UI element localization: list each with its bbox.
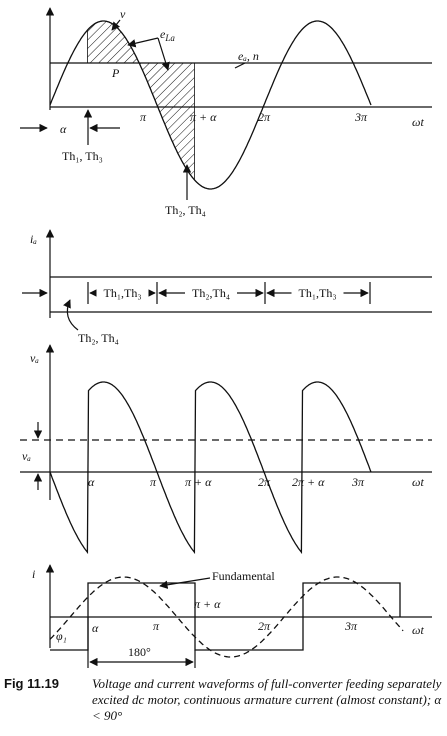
label: eₐ, n: [238, 49, 259, 63]
label: 2π: [258, 110, 271, 124]
label: Th₁,Th₃: [298, 286, 336, 300]
label-bg: [291, 286, 344, 300]
label-bg: [185, 286, 237, 300]
label: e: [160, 27, 166, 41]
label: Th₂, Th₄: [165, 203, 206, 217]
arrow: [234, 62, 246, 69]
label: 2π + α: [292, 475, 325, 489]
label: α: [60, 122, 67, 136]
hatched-area: [87, 20, 195, 181]
label: 3π: [344, 619, 358, 633]
supply-voltage: [49, 20, 372, 190]
label: Fundamental: [212, 569, 275, 583]
label: π + α: [185, 475, 212, 489]
diagram: Th₁,Th₃ Th₂,Th₄ Th₁,Th₃ v eLa eₐ, n P α π …: [20, 7, 432, 668]
output-voltage: [49, 381, 372, 555]
arrow: [111, 19, 121, 31]
label: φ₁: [56, 629, 67, 643]
arrow: [63, 299, 79, 331]
label: eLa: [160, 27, 175, 43]
label: v: [120, 7, 126, 21]
label: ωt: [412, 115, 424, 129]
label: 2π: [258, 475, 271, 489]
label: π: [153, 619, 160, 633]
label: iₐ: [30, 232, 37, 246]
label: Th₂,Th₄: [192, 286, 230, 300]
fundamental: [49, 576, 404, 658]
label: π + α: [190, 110, 217, 124]
label: 3π: [354, 110, 368, 124]
label: α: [92, 621, 99, 635]
label: π: [150, 475, 157, 489]
label: ωt: [412, 623, 424, 637]
label-bg: [96, 286, 149, 300]
label: vₐ: [30, 351, 39, 365]
waveforms: Th₁,Th₃ Th₂,Th₄ Th₁,Th₃: [49, 20, 404, 658]
label: Th₁,Th₃: [103, 286, 141, 300]
label: π + α: [194, 597, 221, 611]
label: Th₁, Th₃: [62, 149, 103, 163]
figure-number: Fig 11.19: [4, 676, 59, 691]
label: vₐ: [22, 449, 31, 463]
caption-text: Voltage and current waveforms of full-co…: [92, 676, 442, 723]
label: 180°: [128, 645, 151, 659]
label: π: [140, 110, 147, 124]
arrow: [159, 577, 211, 589]
label: i: [32, 567, 35, 581]
label: P: [111, 66, 120, 80]
label: 2π: [258, 619, 271, 633]
label: α: [88, 475, 95, 489]
label: ωt: [412, 475, 424, 489]
label: 3π: [351, 475, 365, 489]
label: Th₂, Th₄: [78, 331, 119, 345]
arrow: [157, 37, 170, 71]
arrow: [127, 37, 159, 48]
label: La: [164, 33, 175, 43]
